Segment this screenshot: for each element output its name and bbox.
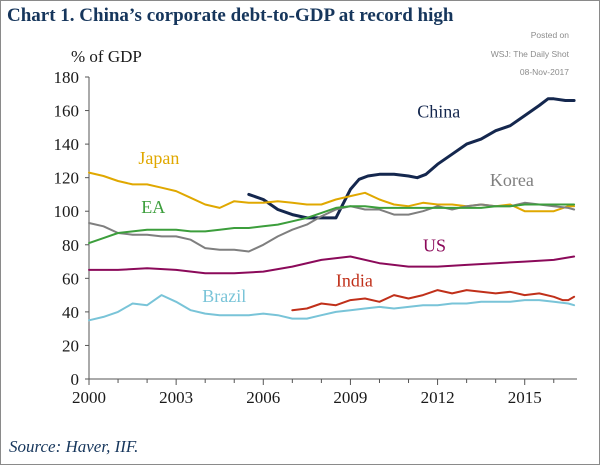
x-tick-label: 2015 — [508, 388, 542, 407]
y-tick-label: 160 — [54, 102, 80, 121]
y-tick-label: 60 — [62, 269, 79, 288]
posted-stamp-line: Posted on — [530, 30, 569, 40]
series-line-india — [291, 289, 576, 312]
y-tick-label: 20 — [62, 336, 79, 355]
y-tick-label: 180 — [54, 68, 80, 87]
x-tick-label: 2000 — [72, 388, 106, 407]
chart-series-labels: China Japan Korea EA US India Brazil — [138, 101, 533, 306]
series-line-china — [247, 97, 576, 220]
y-tick-label: 120 — [54, 169, 80, 188]
chart-title: Chart 1. China’s corporate debt-to-GDP a… — [7, 5, 454, 26]
x-tick-label: 2009 — [333, 388, 367, 407]
series-label-india: India — [336, 271, 373, 291]
series-label-brazil: Brazil — [202, 286, 246, 306]
y-tick-label: 40 — [62, 303, 79, 322]
y-tick-label: 140 — [54, 135, 80, 154]
y-tick-label: 0 — [71, 370, 80, 389]
x-tick-label: 2003 — [159, 388, 193, 407]
series-label-korea: Korea — [490, 170, 534, 190]
chart-axes: 0 20 40 60 80 100 120 140 160 180 % of GDP 2000 2003… — [54, 47, 577, 407]
chart-lines — [88, 97, 576, 322]
series-label-japan: Japan — [138, 148, 179, 168]
y-tick-label: 100 — [54, 202, 80, 221]
series-label-ea: EA — [141, 197, 165, 217]
x-tick-label: 2006 — [246, 388, 280, 407]
posted-stamp-date: 08-Nov-2017 — [519, 67, 569, 77]
posted-stamp-source: WSJ: The Daily Shot — [490, 49, 569, 59]
series-line-brazil — [88, 294, 576, 322]
series-label-us: US — [423, 235, 446, 255]
y-axis-label: % of GDP — [71, 47, 142, 66]
y-tick-label: 80 — [62, 236, 79, 255]
series-line-ea — [88, 203, 576, 245]
series-label-china: China — [417, 101, 460, 121]
source-note: Source: Haver, IIF. — [9, 437, 139, 456]
series-line-us — [88, 255, 576, 275]
x-tick-label: 2012 — [421, 388, 455, 407]
